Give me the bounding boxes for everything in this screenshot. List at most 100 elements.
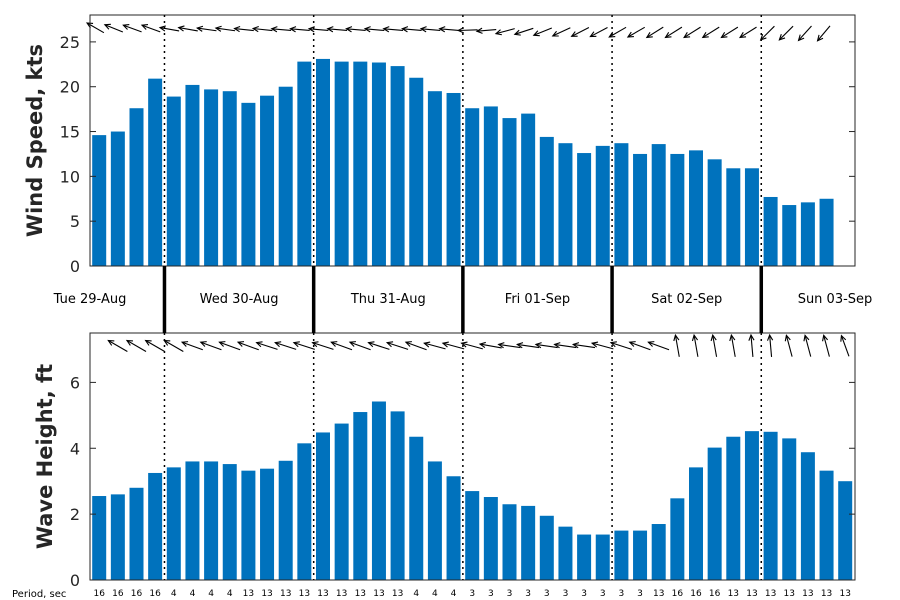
wind-speed-bar xyxy=(334,61,349,266)
wave-direction-arrow xyxy=(237,341,259,351)
wind-speed-bar xyxy=(409,77,424,266)
wave-direction-arrowhead xyxy=(330,341,338,347)
wave-direction-arrow xyxy=(424,342,446,350)
wave-direction-arrowhead xyxy=(803,334,810,342)
wave-direction-arrowhead xyxy=(571,342,580,349)
wave-height-bar xyxy=(838,481,853,580)
period-value-label: 13 xyxy=(261,589,272,599)
wave-direction-arrow xyxy=(730,335,736,357)
wave-height-bar xyxy=(763,431,778,580)
wind-direction-arrowhead xyxy=(419,26,427,33)
wind-direction-arrowhead xyxy=(701,32,709,39)
wind-direction-arrow xyxy=(327,28,348,32)
wave-height-bar xyxy=(521,505,536,580)
wave-direction-arrow xyxy=(108,340,128,352)
wind-speed-bar xyxy=(521,113,536,266)
period-value-label: 3 xyxy=(581,589,587,599)
wave-height-bar xyxy=(371,401,386,580)
wave-height-bar xyxy=(744,431,759,580)
wave-direction-arrowhead xyxy=(590,341,599,348)
period-value-label: 16 xyxy=(149,589,161,599)
wave-direction-arrowhead xyxy=(274,341,282,348)
wave-direction-arrowhead xyxy=(534,342,542,349)
wave-direction-arrowhead xyxy=(628,341,636,347)
day-label: Tue 29-Aug xyxy=(53,292,127,307)
wave-height-bar xyxy=(409,436,424,580)
wind-direction-arrowhead xyxy=(438,26,446,33)
wave-height-bar xyxy=(595,534,610,580)
wave-direction-arrowhead xyxy=(748,333,755,341)
day-label: Thu 31-Aug xyxy=(350,292,426,307)
wave-height-bar xyxy=(92,496,107,580)
wind-direction-arrowhead xyxy=(345,26,353,33)
wind-direction-arrowhead xyxy=(456,27,464,34)
wind-speed-bar xyxy=(465,108,480,266)
wave-direction-arrowhead xyxy=(691,333,699,342)
wave-height-bar xyxy=(502,504,517,580)
wind-speed-bar xyxy=(316,58,330,266)
wind-direction-arrowhead xyxy=(233,25,241,33)
wind-direction-arrowhead xyxy=(270,26,278,33)
wind-direction-arrow xyxy=(159,27,180,32)
day-label: Sat 02-Sep xyxy=(651,292,722,307)
period-value-label: 3 xyxy=(469,589,475,599)
wave-height-bar xyxy=(651,524,666,580)
wave-direction-arrow xyxy=(823,335,830,357)
wind-speed-bar xyxy=(595,145,610,266)
wind-direction-arrow xyxy=(798,25,812,41)
wave-direction-arrow xyxy=(461,342,483,350)
wind-direction-arrow xyxy=(590,26,608,38)
wind-direction-arrow xyxy=(702,26,720,38)
wind-speed-bar xyxy=(483,106,498,266)
wind-speed-bar xyxy=(148,78,163,267)
wave-direction-arrowhead xyxy=(255,341,263,348)
wind-speed-bar xyxy=(670,153,685,266)
wind-direction-arrow xyxy=(253,27,273,32)
wave-height-bar xyxy=(726,436,741,580)
day-label: Sun 03-Sep xyxy=(798,292,873,307)
wind-direction-arrowhead xyxy=(251,25,259,33)
wave-direction-arrowhead xyxy=(311,341,319,348)
period-value-label: 3 xyxy=(637,589,643,599)
wave-direction-arrow xyxy=(386,342,409,350)
period-value-label: 13 xyxy=(839,589,850,599)
wave-height-bar xyxy=(260,468,275,580)
wave-direction-arrow xyxy=(349,341,371,351)
period-value-label: 13 xyxy=(802,589,813,599)
wind-direction-arrowhead xyxy=(626,31,634,38)
wind-direction-arrowhead xyxy=(401,26,409,33)
wave-direction-arrow xyxy=(293,342,315,350)
wind-speed-bar xyxy=(241,102,256,266)
period-value-label: 16 xyxy=(690,589,702,599)
wind-speed-bar xyxy=(819,198,834,266)
wave-height-bar xyxy=(427,461,442,580)
period-value-label: 16 xyxy=(709,589,721,599)
wave-direction-arrowhead xyxy=(236,341,245,347)
wind-axes-box xyxy=(89,14,856,267)
wind-direction-arrowhead xyxy=(797,34,805,42)
period-row-label: Period, sec xyxy=(12,589,66,600)
period-value-label: 3 xyxy=(507,589,513,599)
wave-direction-arrowhead xyxy=(180,341,189,347)
wave-direction-arrow xyxy=(368,342,390,350)
wave-direction-arrowhead xyxy=(348,341,356,347)
period-value-label: 16 xyxy=(131,589,143,599)
wave-direction-arrowhead xyxy=(729,333,736,342)
wind-speed-bar xyxy=(539,136,554,266)
wind-direction-arrow xyxy=(197,27,217,32)
wind-direction-arrowhead xyxy=(551,30,559,37)
wind-direction-arrow xyxy=(402,28,422,32)
wave-height-bar xyxy=(204,461,219,580)
wind-direction-arrowhead xyxy=(532,30,540,37)
wave-direction-arrow xyxy=(750,334,754,358)
period-value-label: 13 xyxy=(728,589,739,599)
wave-y-axis-title: Wave Height, ft xyxy=(33,364,57,549)
wind-direction-arrow xyxy=(571,27,590,37)
wave-height-bar xyxy=(689,467,703,580)
wind-direction-arrow xyxy=(123,24,142,33)
wind-speed-bar xyxy=(446,92,461,266)
period-value-label: 4 xyxy=(413,589,419,599)
wave-direction-arrowhead xyxy=(822,334,829,342)
period-value-label: 13 xyxy=(336,589,347,599)
wind-direction-arrowhead xyxy=(326,26,334,33)
